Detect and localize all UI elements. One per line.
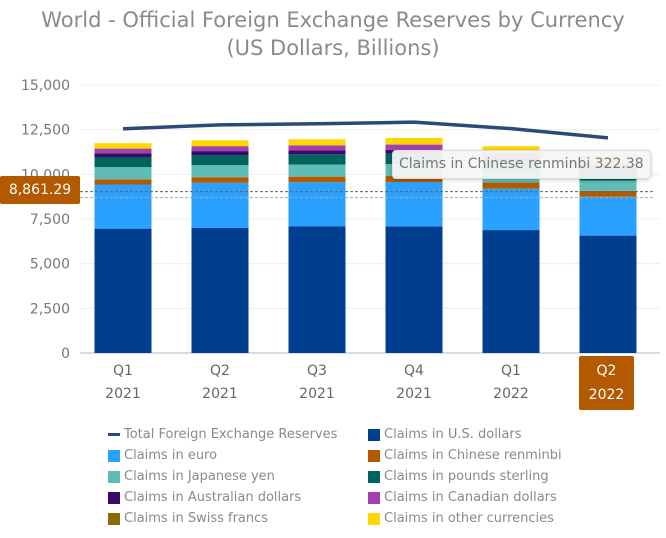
bar-segment bbox=[482, 146, 540, 153]
bar-segment bbox=[288, 139, 346, 146]
legend-label: Claims in U.S. dollars bbox=[384, 427, 522, 442]
legend-swatch bbox=[368, 449, 380, 462]
legend-label: Claims in other currencies bbox=[384, 511, 554, 526]
bar-segment bbox=[385, 144, 443, 150]
legend-item[interactable]: Claims in Chinese renminbi bbox=[368, 446, 568, 465]
legend-label: Claims in Canadian dollars bbox=[384, 490, 557, 505]
bar-segment bbox=[94, 148, 152, 154]
x-tick-label: 2021 bbox=[396, 386, 432, 402]
y-tick-label: 0 bbox=[61, 346, 70, 362]
x-tick-label: Q1 bbox=[113, 363, 133, 379]
bar-segment bbox=[385, 226, 443, 353]
legend-swatch bbox=[108, 512, 120, 525]
legend-item[interactable]: Claims in U.S. dollars bbox=[368, 425, 568, 444]
x-tick-label: Q2 bbox=[210, 363, 230, 379]
bar-segment bbox=[288, 226, 346, 353]
bar-segment bbox=[579, 190, 637, 197]
bar-segment bbox=[482, 182, 540, 189]
x-tick-label: Q1 bbox=[501, 363, 521, 379]
bar-segment bbox=[482, 230, 540, 353]
chart-plot[interactable]: 02,5005,0007,50010,00012,50015,000Q12021… bbox=[0, 0, 666, 420]
bar-segment bbox=[191, 177, 249, 183]
y-tick-label: 2,500 bbox=[30, 301, 70, 317]
bar-segment bbox=[94, 184, 152, 229]
bar-segment bbox=[288, 164, 346, 177]
y-tick-label: 5,000 bbox=[30, 257, 70, 273]
bar-segment bbox=[94, 153, 152, 158]
legend-swatch bbox=[368, 470, 380, 483]
legend-label: Claims in pounds sterling bbox=[384, 469, 549, 484]
legend-item[interactable]: Claims in pounds sterling bbox=[368, 467, 568, 486]
legend-item[interactable]: Claims in other currencies bbox=[368, 509, 568, 528]
x-tick-label: Q3 bbox=[307, 363, 327, 379]
bar-segment bbox=[579, 196, 637, 236]
x-tick-label: 2022 bbox=[493, 386, 529, 402]
bar-segment bbox=[288, 176, 346, 183]
bar-segment bbox=[191, 151, 249, 156]
bar-segment bbox=[191, 182, 249, 228]
legend-swatch bbox=[108, 433, 120, 436]
legend-label: Claims in Japanese yen bbox=[124, 469, 275, 484]
legend-item[interactable]: Claims in Swiss francs bbox=[108, 509, 368, 528]
bar-segment bbox=[191, 165, 249, 178]
bar-segment bbox=[385, 137, 443, 145]
bar-segment bbox=[94, 167, 152, 180]
crosshair-x-label: Q2 2022 bbox=[579, 356, 634, 410]
legend-swatch bbox=[108, 470, 120, 483]
x-tick-label: 2021 bbox=[299, 386, 335, 402]
bar-segment bbox=[191, 155, 249, 166]
bar-segment bbox=[579, 235, 637, 353]
legend-label: Claims in Swiss francs bbox=[124, 511, 269, 526]
total-reserves-line bbox=[122, 120, 609, 140]
legend-swatch bbox=[108, 449, 120, 462]
y-tick-label: 15,000 bbox=[21, 78, 70, 94]
legend-label: Total Foreign Exchange Reserves bbox=[124, 427, 338, 442]
bar-segment bbox=[191, 227, 249, 353]
bar-segment bbox=[579, 180, 637, 191]
bar-segment bbox=[94, 157, 152, 168]
x-tick-label: Q4 bbox=[404, 363, 424, 379]
chart-title: World - Official Foreign Exchange Reserv… bbox=[0, 6, 666, 62]
legend-item[interactable]: Claims in euro bbox=[108, 446, 368, 465]
legend-item[interactable]: Claims in Canadian dollars bbox=[368, 488, 568, 507]
y-tick-label: 7,500 bbox=[30, 212, 70, 228]
legend-item[interactable]: Claims in Japanese yen bbox=[108, 467, 368, 486]
legend-swatch bbox=[368, 491, 380, 504]
crosshair-y-label: 8,861.29 bbox=[0, 176, 80, 204]
bar-segment bbox=[482, 188, 540, 231]
bar-segment bbox=[288, 145, 346, 151]
bar-segment bbox=[288, 154, 346, 165]
bar-segment bbox=[94, 179, 152, 185]
bar-segment bbox=[288, 150, 346, 155]
bar-segment bbox=[385, 182, 443, 227]
legend-label: Claims in euro bbox=[124, 448, 218, 463]
bar-segment bbox=[191, 146, 249, 152]
legend-item[interactable]: Total Foreign Exchange Reserves bbox=[108, 425, 368, 444]
crosshair-x-year: 2022 bbox=[588, 387, 625, 403]
legend-swatch bbox=[108, 491, 120, 504]
legend-item[interactable]: Claims in Australian dollars bbox=[108, 488, 368, 507]
bar-segment bbox=[288, 182, 346, 227]
subtitle-text: (US Dollars, Billions) bbox=[226, 36, 440, 60]
title-text: World - Official Foreign Exchange Reserv… bbox=[41, 8, 625, 32]
legend: Total Foreign Exchange Reserves Claims in… bbox=[108, 425, 568, 528]
tooltip: Claims in Chinese renminbi 322.38 bbox=[392, 150, 651, 179]
x-tick-label: 2021 bbox=[105, 386, 141, 402]
x-tick-label: 2021 bbox=[202, 386, 238, 402]
y-tick-label: 12,500 bbox=[21, 123, 70, 139]
bar-segment bbox=[94, 228, 152, 353]
legend-label: Claims in Australian dollars bbox=[124, 490, 302, 505]
crosshair-x-quarter: Q2 bbox=[596, 363, 617, 379]
legend-label: Claims in Chinese renminbi bbox=[384, 448, 562, 463]
bar-segment bbox=[191, 140, 249, 147]
bar-segment bbox=[94, 143, 152, 149]
legend-swatch bbox=[368, 512, 380, 525]
legend-swatch bbox=[368, 428, 380, 441]
